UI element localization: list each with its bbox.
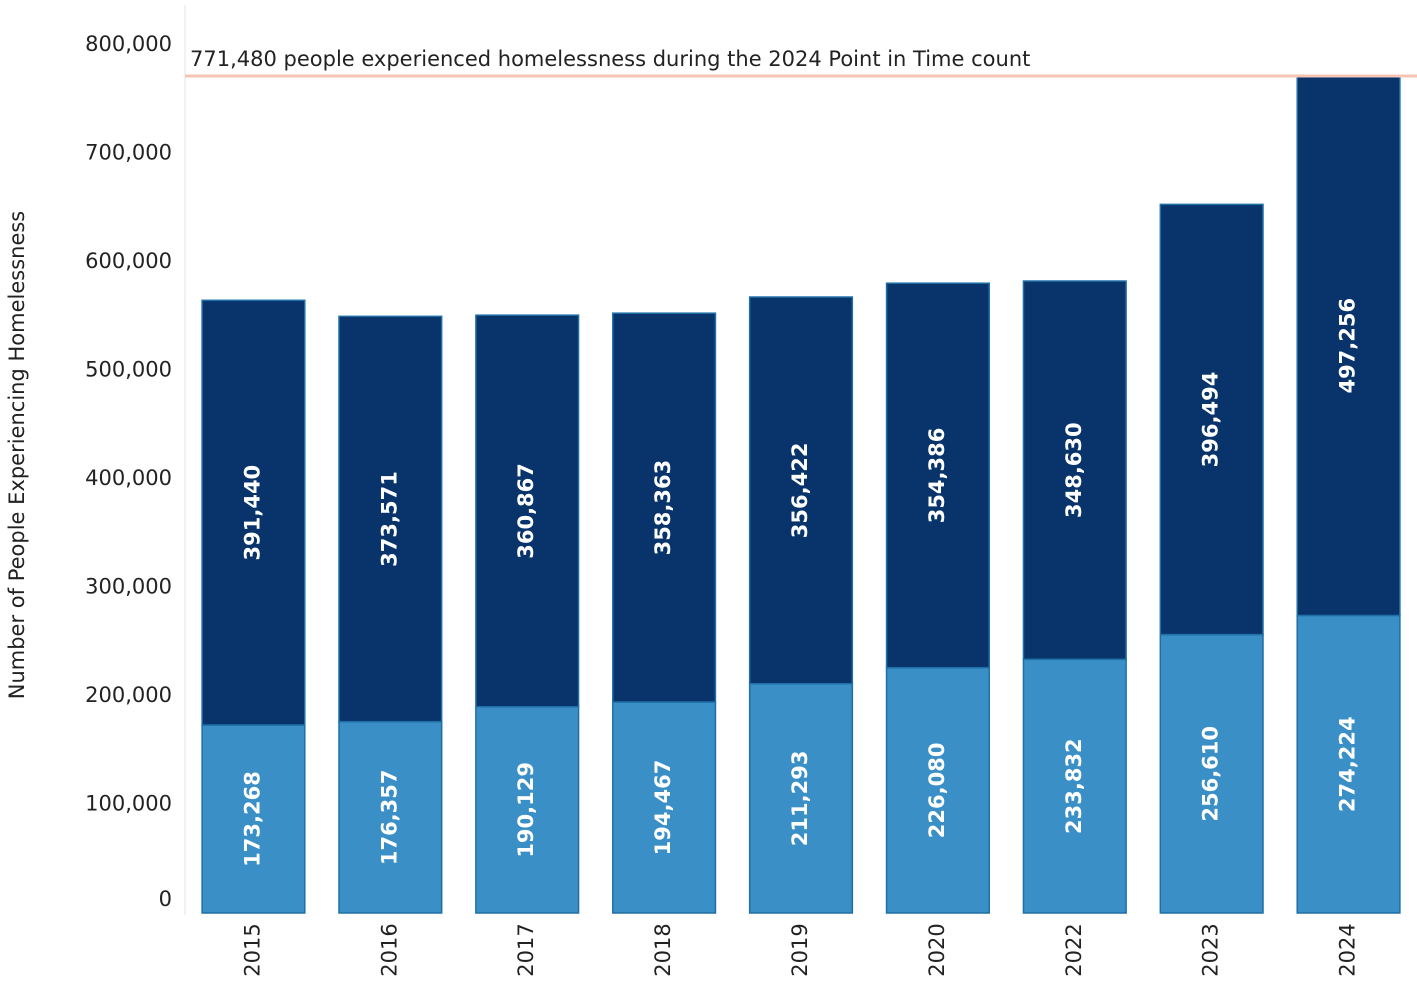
x-tick-label: 2018 bbox=[651, 923, 675, 976]
data-label: 173,268 bbox=[240, 771, 264, 867]
y-tick-label: 300,000 bbox=[85, 575, 172, 599]
x-tick-label: 2022 bbox=[1062, 923, 1086, 976]
bar-segment bbox=[1296, 75, 1401, 617]
data-label: 348,630 bbox=[1062, 422, 1086, 518]
data-label: 358,363 bbox=[651, 460, 675, 556]
y-tick-label: 700,000 bbox=[85, 141, 172, 165]
x-tick-label: 2020 bbox=[925, 923, 949, 976]
bar-segment bbox=[1022, 658, 1127, 914]
data-label: 176,357 bbox=[377, 769, 401, 865]
bar-segment bbox=[1159, 203, 1264, 636]
data-label: 396,494 bbox=[1199, 372, 1223, 468]
x-tick-label: 2019 bbox=[788, 923, 812, 976]
data-label: 274,224 bbox=[1336, 716, 1360, 812]
data-label: 360,867 bbox=[514, 463, 538, 559]
bar-segment bbox=[612, 701, 717, 914]
bar-segment bbox=[201, 299, 306, 726]
data-label: 256,610 bbox=[1199, 726, 1223, 822]
bar-segment bbox=[201, 724, 306, 914]
y-tick-label: 200,000 bbox=[85, 683, 172, 707]
bar-segment bbox=[612, 312, 717, 703]
x-tick-label: 2017 bbox=[514, 923, 538, 976]
y-tick-label: 800,000 bbox=[85, 32, 172, 56]
x-tick-label: 2015 bbox=[240, 923, 264, 976]
bar-segment bbox=[748, 682, 854, 914]
annotation: 771,480 people experienced homelessness … bbox=[190, 47, 1030, 71]
bar-segment bbox=[885, 282, 990, 669]
data-label: 356,422 bbox=[788, 443, 812, 539]
x-tick-label: 2016 bbox=[377, 923, 401, 976]
y-tick-label: 400,000 bbox=[85, 466, 172, 490]
y-tick-label: 500,000 bbox=[85, 358, 172, 382]
data-label: 233,832 bbox=[1062, 738, 1086, 834]
data-label: 194,467 bbox=[651, 760, 675, 856]
data-label: 226,080 bbox=[925, 743, 949, 839]
bar-segment bbox=[748, 296, 854, 685]
data-label: 354,386 bbox=[925, 428, 949, 524]
data-label: 190,129 bbox=[514, 762, 538, 858]
data-label: 497,256 bbox=[1336, 298, 1360, 394]
y-tick-label: 100,000 bbox=[85, 792, 172, 816]
data-label: 391,440 bbox=[240, 465, 264, 561]
x-tick-label: 2023 bbox=[1199, 923, 1223, 976]
bar-segment bbox=[1022, 280, 1127, 661]
y-axis-label: Number of People Experiencing Homelessne… bbox=[5, 211, 29, 700]
bar-segment bbox=[1296, 614, 1401, 914]
data-label: 373,571 bbox=[377, 471, 401, 567]
data-label: 211,293 bbox=[788, 751, 812, 847]
bar-segment bbox=[475, 705, 580, 914]
bar-segment bbox=[885, 666, 990, 914]
y-tick-label: 0 bbox=[159, 887, 172, 911]
bar-segment bbox=[475, 314, 580, 708]
bar-segment bbox=[338, 315, 443, 723]
x-tick-label: 2024 bbox=[1336, 923, 1360, 976]
bar-segment bbox=[1159, 633, 1264, 914]
y-tick-label: 600,000 bbox=[85, 249, 172, 273]
